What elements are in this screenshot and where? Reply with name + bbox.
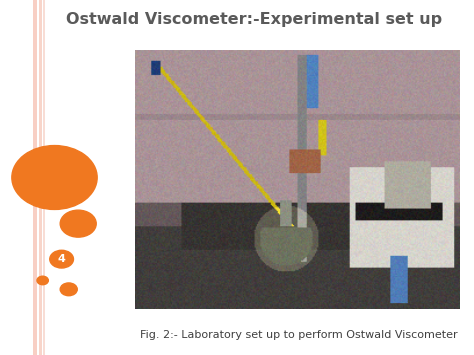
- Circle shape: [60, 283, 77, 296]
- Circle shape: [50, 250, 73, 268]
- Text: Ostwald Viscometer:-Experimental set up: Ostwald Viscometer:-Experimental set up: [66, 12, 443, 27]
- Circle shape: [12, 146, 97, 209]
- Bar: [33, 0, 37, 355]
- Circle shape: [60, 210, 96, 237]
- Bar: [43, 0, 45, 355]
- Text: Fig. 2:- Laboratory set up to perform Ostwald Viscometer: Fig. 2:- Laboratory set up to perform Os…: [140, 331, 457, 340]
- Text: 4: 4: [58, 254, 65, 264]
- Bar: [39, 0, 42, 355]
- Circle shape: [37, 276, 48, 285]
